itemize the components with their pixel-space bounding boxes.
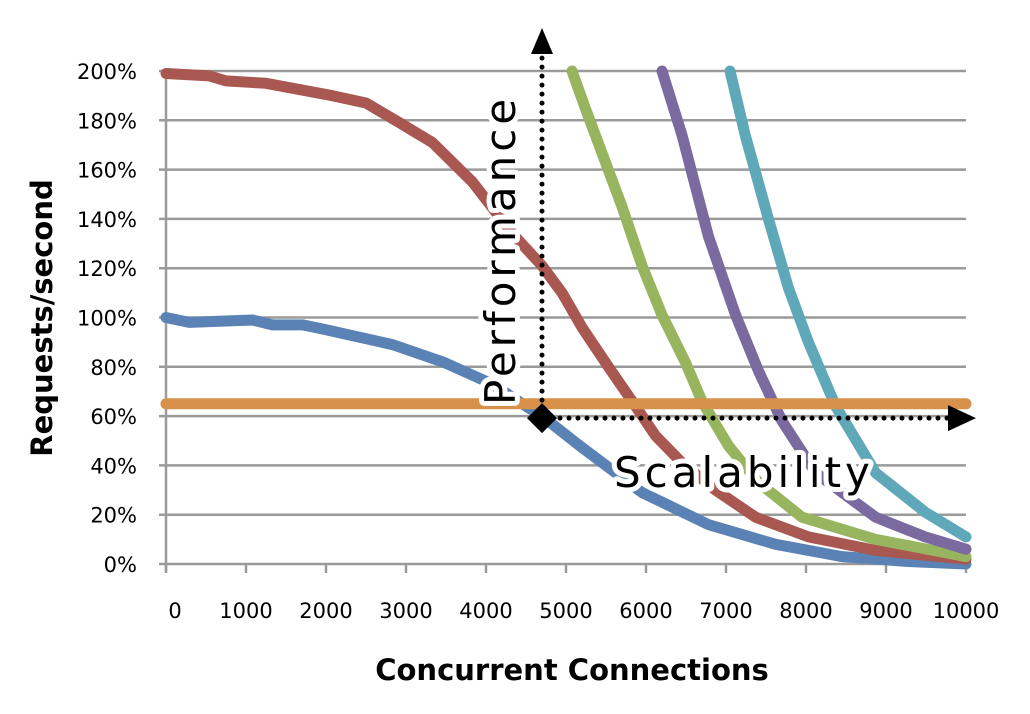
origin-diamond-marker [527, 403, 557, 434]
x-axis-title: Concurrent Connections [375, 653, 769, 687]
y-tick-label: 40% [90, 454, 137, 478]
scalability-label: Scalability [614, 448, 874, 497]
x-tick-label: 9000 [859, 599, 912, 623]
y-tick-label: 120% [77, 257, 137, 281]
y-tick-labels: 0% 20% 40% 60% 80% 100% 120% 140% 160% 180% 200% [77, 60, 137, 577]
y-tick-label: 80% [90, 356, 137, 380]
performance-arrowhead [531, 28, 553, 54]
x-tick-label: 2000 [299, 599, 352, 623]
x-tick-label: 3000 [379, 599, 432, 623]
y-tick-label: 60% [90, 405, 137, 429]
x-tick-label: 7000 [699, 599, 752, 623]
annotations: Performance Scalability [471, 28, 976, 502]
grid-lines [159, 69, 966, 566]
y-tick-label: 100% [77, 307, 137, 331]
y-tick-label: 180% [77, 109, 137, 133]
y-tick-label: 160% [77, 159, 137, 183]
x-tick-label: 5000 [539, 599, 592, 623]
y-axis-title: Requests/second [25, 179, 59, 457]
series-line-blue [160, 312, 972, 570]
x-tick-label: 6000 [619, 599, 672, 623]
x-tick-label: 8000 [779, 599, 832, 623]
series-lines [160, 65, 972, 570]
scalability-arrowhead [948, 405, 976, 432]
y-tick-label: 20% [90, 504, 137, 528]
series-line-purple [656, 65, 972, 555]
y-tick-label: 0% [104, 553, 137, 577]
series-line-green [566, 65, 972, 563]
performance-label: Performance [476, 95, 525, 405]
series-line-red [160, 68, 972, 565]
x-tick-label: 10000 [933, 599, 1000, 623]
x-tick-label: 4000 [459, 599, 512, 623]
series-line-teal [724, 65, 972, 543]
y-tick-label: 200% [77, 60, 137, 84]
y-tick-label: 140% [77, 208, 137, 232]
x-tick-label: 1000 [219, 599, 272, 623]
x-tick-labels: 0 1000 2000 3000 4000 5000 6000 7000 8000 9000 100… [168, 599, 999, 623]
x-tick-label: 0 [168, 599, 181, 623]
